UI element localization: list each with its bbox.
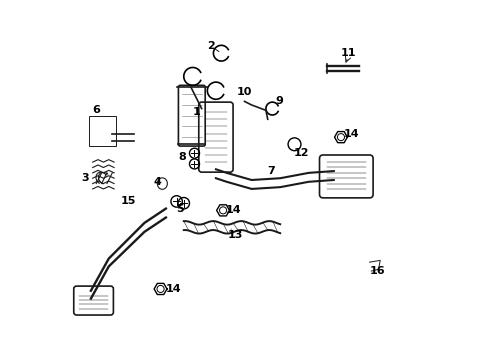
Text: 8: 8 <box>178 152 185 162</box>
Text: 16: 16 <box>369 266 385 276</box>
Text: 12: 12 <box>293 148 309 158</box>
Text: 14: 14 <box>343 129 359 139</box>
Text: 6: 6 <box>92 105 100 115</box>
Text: 7: 7 <box>267 166 275 176</box>
Text: 4: 4 <box>153 177 161 187</box>
Text: 10: 10 <box>236 87 252 98</box>
Text: 5: 5 <box>176 203 183 213</box>
Text: 9: 9 <box>275 96 283 107</box>
Text: 14: 14 <box>165 284 181 294</box>
Text: 11: 11 <box>340 48 355 58</box>
Text: 3: 3 <box>81 173 89 183</box>
Text: 13: 13 <box>227 230 243 240</box>
Text: 14: 14 <box>225 205 241 215</box>
Text: 2: 2 <box>206 41 214 51</box>
Text: 1: 1 <box>192 107 200 117</box>
Text: 15: 15 <box>121 197 136 206</box>
